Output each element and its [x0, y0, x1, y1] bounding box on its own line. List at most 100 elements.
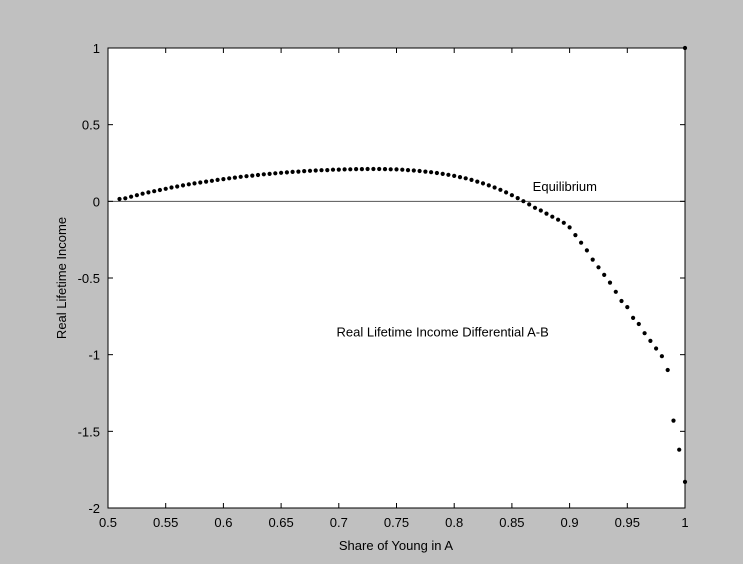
- data-point-53: [423, 169, 428, 174]
- x-tick-label-2: 0.6: [214, 515, 232, 530]
- y-tick-label-2: -1: [88, 348, 100, 363]
- x-tick-label-7: 0.85: [499, 515, 524, 530]
- data-point-78: [567, 225, 572, 230]
- data-point-2: [129, 194, 134, 199]
- x-tick-label-8: 0.9: [561, 515, 579, 530]
- data-point-89: [631, 315, 636, 320]
- data-point-81: [584, 248, 590, 253]
- data-point-96: [671, 418, 676, 423]
- data-point-4: [140, 191, 145, 196]
- data-point-85: [607, 280, 613, 285]
- x-tick-label-1: 0.55: [153, 515, 178, 530]
- data-point-15: [204, 179, 209, 184]
- data-point-7: [157, 187, 162, 193]
- data-point-56: [440, 171, 445, 176]
- data-point-77: [561, 220, 566, 225]
- data-point-48: [394, 167, 399, 172]
- data-point-92: [648, 338, 653, 343]
- data-point-24: [255, 172, 261, 178]
- y-tick-label-6: 1: [93, 41, 100, 56]
- data-point-33: [307, 168, 313, 173]
- data-point-57: [446, 172, 451, 177]
- data-point-66: [498, 187, 503, 192]
- data-point-97: [677, 447, 682, 452]
- data-point-20: [232, 175, 237, 180]
- data-point-88: [625, 305, 630, 310]
- data-point-52: [417, 168, 422, 174]
- x-tick-label-0: 0.5: [99, 515, 117, 530]
- data-point-27: [273, 171, 278, 176]
- data-point-42: [359, 167, 364, 172]
- data-point-69: [515, 196, 520, 201]
- data-point-70: [521, 199, 526, 204]
- data-point-83: [596, 265, 601, 270]
- data-point-36: [325, 168, 330, 173]
- data-point-82: [590, 257, 595, 262]
- data-point-6: [152, 189, 157, 194]
- y-axis-label: Real Lifetime Income: [54, 217, 69, 339]
- data-point-68: [509, 193, 514, 198]
- data-point-59: [457, 175, 463, 180]
- data-point-43: [365, 166, 370, 172]
- data-point-14: [198, 180, 203, 185]
- axis-ticks: 0.5 0.55 0.6 0.65 0.7 0.75 0.8 0.85 0.9 0.95 1 -2 -1…: [78, 41, 689, 530]
- data-point-21: [238, 174, 243, 179]
- data-point-30: [290, 169, 295, 174]
- data-point-50: [405, 168, 411, 173]
- data-point-64: [486, 183, 491, 188]
- data-point-22: [244, 174, 249, 179]
- data-point-39: [342, 167, 347, 172]
- data-point-58: [452, 173, 457, 178]
- x-tick-label-4: 0.7: [330, 515, 348, 530]
- data-point-26: [267, 171, 272, 176]
- data-point-86: [613, 289, 618, 294]
- data-point-67: [504, 190, 509, 195]
- data-point-40: [348, 167, 353, 172]
- data-point-90: [636, 321, 641, 327]
- data-point-73: [538, 208, 543, 213]
- data-point-0: [117, 196, 122, 202]
- data-point-45: [377, 166, 382, 172]
- data-point-93: [654, 346, 659, 351]
- data-point-75: [550, 214, 555, 219]
- data-point-9: [169, 185, 174, 190]
- data-point-54: [429, 170, 434, 175]
- data-point-11: [180, 183, 186, 188]
- data-point-62: [475, 179, 480, 184]
- y-tick-label-5: 0.5: [82, 118, 100, 133]
- data-point-37: [330, 167, 336, 172]
- data-point-61: [469, 177, 474, 182]
- data-point-94: [659, 354, 665, 359]
- data-point-18: [221, 177, 226, 182]
- y-tick-label-0: -2: [88, 501, 100, 516]
- y-tick-label-3: -0.5: [78, 271, 100, 286]
- axes-background: [108, 48, 685, 508]
- data-point-16: [209, 178, 214, 183]
- data-point-29: [284, 170, 289, 175]
- x-tick-label-9: 0.95: [615, 515, 640, 530]
- data-point-71: [527, 202, 532, 207]
- differential-annotation: Real Lifetime Income Differential A-B: [337, 325, 549, 340]
- data-point-60: [463, 176, 468, 181]
- equilibrium-annotation: Equilibrium: [533, 179, 597, 194]
- data-point-38: [336, 167, 341, 172]
- data-point-5: [146, 190, 151, 195]
- x-tick-label-3: 0.65: [268, 515, 293, 530]
- data-point-31: [296, 169, 301, 174]
- data-point-19: [227, 176, 232, 181]
- data-points: [117, 45, 688, 484]
- data-point-23: [250, 173, 255, 178]
- data-point-3: [134, 193, 139, 198]
- x-tick-label-6: 0.8: [445, 515, 463, 530]
- x-axis-label: Share of Young in A: [339, 538, 454, 553]
- data-point-51: [411, 168, 416, 173]
- data-point-12: [186, 182, 191, 187]
- data-point-91: [642, 331, 647, 336]
- data-point-79: [573, 233, 578, 238]
- data-point-87: [619, 298, 624, 304]
- data-point-28: [279, 170, 284, 175]
- data-point-13: [192, 181, 197, 186]
- data-point-72: [532, 205, 538, 210]
- data-point-32: [302, 169, 307, 174]
